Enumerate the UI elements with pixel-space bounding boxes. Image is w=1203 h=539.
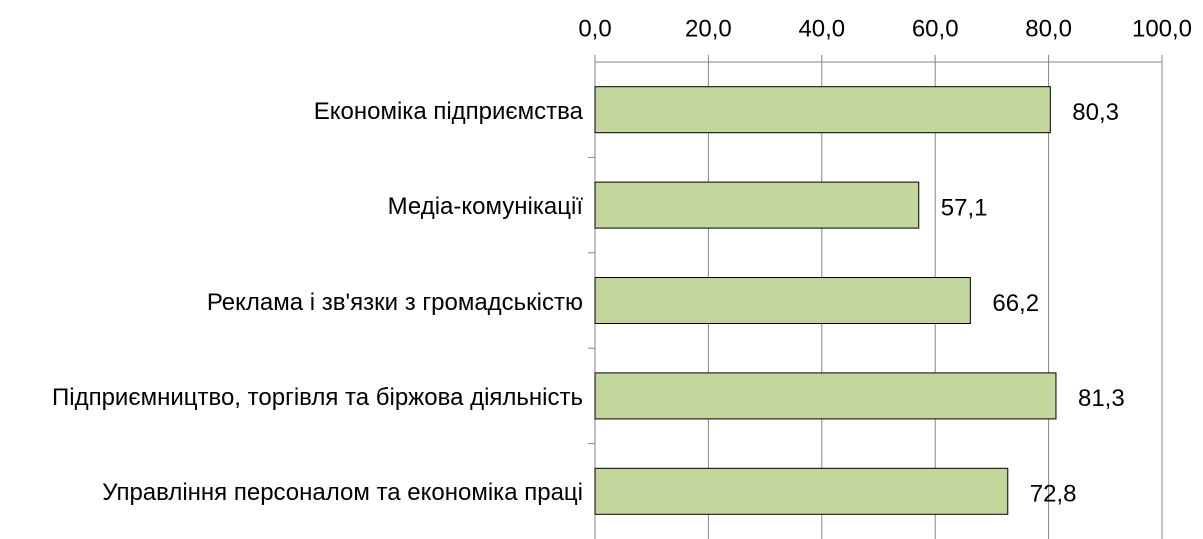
value-label: 72,8 [1030,481,1077,508]
bar [594,467,1009,515]
category-text: Медіа-комунікації [387,193,583,221]
x-tick-label: 80,0 [1025,15,1072,42]
x-tick-label: 100,0 [1132,15,1192,42]
value-label: 81,3 [1078,385,1125,412]
category-label: Підприємництво, торгівля та біржова діял… [52,382,583,414]
bar [594,277,971,324]
bar [594,86,1051,134]
value-label: 66,2 [992,290,1039,317]
category-text: Реклама і зв'язки з громадськістю [206,288,583,316]
bar [594,372,1057,420]
x-tick-label: 0,0 [578,15,611,42]
x-tick-label: 20,0 [685,15,732,42]
x-tick-label: 60,0 [912,15,959,42]
value-label: 80,3 [1072,99,1119,126]
category-text: Підприємництво, торгівля та біржова діял… [52,383,583,411]
x-tick-label: 40,0 [798,15,845,42]
category-text: Економіка підприємства [313,97,583,125]
category-label: Економіка підприємства [314,96,583,128]
category-label: Медіа-комунікації [388,191,583,223]
category-label: Реклама і зв'язки з громадськістю [207,287,583,319]
bar [594,181,920,229]
category-text: Управління персоналом та економіка праці [102,479,583,507]
value-label: 57,1 [941,194,988,221]
category-label: Управління персоналом та економіка праці [102,477,583,509]
